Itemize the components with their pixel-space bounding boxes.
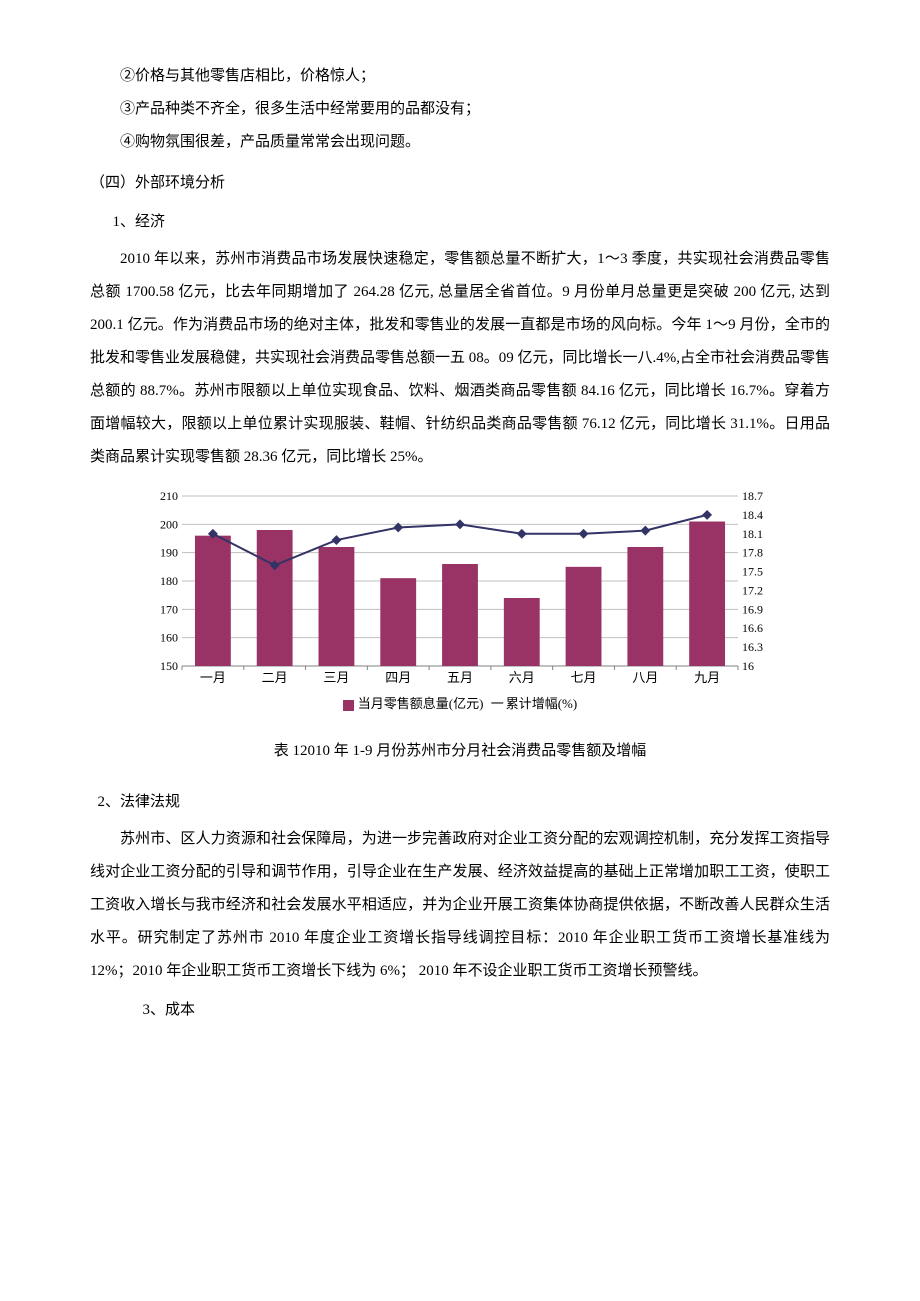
svg-text:九月: 九月 (694, 670, 720, 685)
legend-bar-swatch-icon (343, 700, 354, 711)
svg-text:六月: 六月 (509, 670, 535, 685)
legend-line-swatch-icon: 一 (491, 696, 504, 711)
svg-text:150: 150 (160, 659, 178, 673)
svg-text:160: 160 (160, 631, 178, 645)
legend-line-label: 累计增幅(%) (506, 696, 578, 711)
svg-text:七月: 七月 (571, 670, 597, 685)
subsection-1-label: 1、经济 (113, 206, 831, 239)
svg-text:17.2: 17.2 (742, 583, 763, 597)
svg-text:200: 200 (160, 517, 178, 531)
subsection-2-body: 苏州市、区人力资源和社会保障局，为进一步完善政府对企业工资分配的宏观调控机制，充… (90, 823, 830, 988)
svg-text:八月: 八月 (632, 670, 658, 685)
svg-text:二月: 二月 (262, 670, 288, 685)
svg-text:17.5: 17.5 (742, 565, 763, 579)
svg-text:16.6: 16.6 (742, 621, 763, 635)
svg-text:210: 210 (160, 489, 178, 503)
svg-text:170: 170 (160, 602, 178, 616)
subsection-2-label: 2、法律法规 (98, 786, 831, 819)
svg-text:四月: 四月 (385, 670, 411, 685)
bullet-2: ②价格与其他零售店相比，价格惊人； (90, 60, 830, 93)
subsection-1-body: 2010 年以来，苏州市消费品市场发展快速稳定，零售额总量不断扩大，1～3 季度… (90, 243, 830, 474)
bullet-4: ④购物氛围很差，产品质量常常会出现问题。 (90, 126, 830, 159)
subsection-3-label: 3、成本 (143, 994, 831, 1027)
svg-text:五月: 五月 (447, 670, 473, 685)
svg-text:18.4: 18.4 (742, 508, 763, 522)
svg-text:16.9: 16.9 (742, 602, 763, 616)
chart-legend: 当月零售额息量(亿元) 一累计增幅(%) (140, 690, 780, 719)
section-4-label: （四）外部环境分析 (90, 167, 830, 200)
chart-caption: 表 12010 年 1-9 月份苏州市分月社会消费品零售额及增幅 (90, 735, 830, 768)
bullet-3: ③产品种类不齐全，很多生活中经常要用的品都没有； (90, 93, 830, 126)
svg-text:18.7: 18.7 (742, 489, 763, 503)
svg-text:17.8: 17.8 (742, 546, 763, 560)
svg-text:一月: 一月 (200, 670, 226, 685)
chart-svg: 150 160 170 180 190 200 210 16 16.3 16.6 16.9 17.2 1… (140, 488, 780, 688)
chart-container: 150 160 170 180 190 200 210 16 16.3 16.6 16.9 17.2 1… (90, 488, 830, 719)
svg-text:16: 16 (742, 659, 754, 673)
svg-text:16.3: 16.3 (742, 640, 763, 654)
svg-text:18.1: 18.1 (742, 527, 763, 541)
legend-bar-label: 当月零售额息量(亿元) (358, 696, 484, 711)
svg-text:180: 180 (160, 574, 178, 588)
svg-text:190: 190 (160, 546, 178, 560)
svg-text:三月: 三月 (323, 670, 349, 685)
